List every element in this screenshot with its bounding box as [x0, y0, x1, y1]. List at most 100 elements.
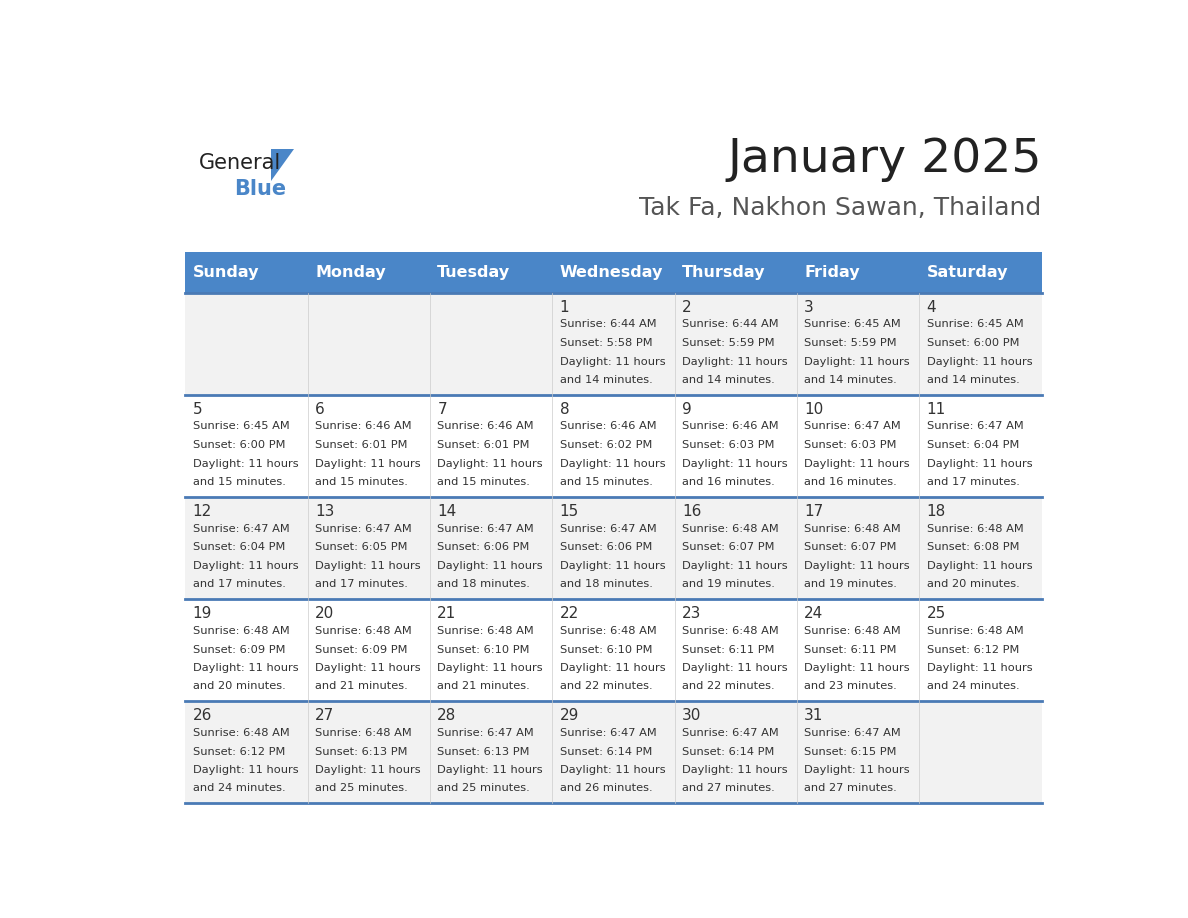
Text: Sunrise: 6:48 AM: Sunrise: 6:48 AM — [437, 626, 535, 635]
Text: Daylight: 11 hours: Daylight: 11 hours — [315, 766, 421, 776]
Text: Thursday: Thursday — [682, 264, 765, 279]
Text: and 19 minutes.: and 19 minutes. — [682, 579, 775, 589]
Text: Sunrise: 6:47 AM: Sunrise: 6:47 AM — [437, 728, 535, 738]
Text: Sunset: 6:00 PM: Sunset: 6:00 PM — [927, 339, 1019, 348]
Text: Sunrise: 6:48 AM: Sunrise: 6:48 AM — [315, 626, 412, 635]
Text: Daylight: 11 hours: Daylight: 11 hours — [804, 357, 910, 367]
Text: Sunset: 6:04 PM: Sunset: 6:04 PM — [192, 543, 285, 553]
Text: Sunset: 6:10 PM: Sunset: 6:10 PM — [437, 644, 530, 655]
Text: Sunset: 6:13 PM: Sunset: 6:13 PM — [437, 746, 530, 756]
Text: Tuesday: Tuesday — [437, 264, 511, 279]
Text: Sunrise: 6:47 AM: Sunrise: 6:47 AM — [927, 421, 1023, 431]
Text: 19: 19 — [192, 606, 213, 621]
Text: Sunrise: 6:44 AM: Sunrise: 6:44 AM — [682, 319, 778, 330]
Text: 17: 17 — [804, 504, 823, 519]
Text: Daylight: 11 hours: Daylight: 11 hours — [437, 459, 543, 469]
Text: Sunrise: 6:48 AM: Sunrise: 6:48 AM — [560, 626, 657, 635]
Text: 7: 7 — [437, 402, 447, 417]
Text: Daylight: 11 hours: Daylight: 11 hours — [804, 766, 910, 776]
Text: Sunrise: 6:44 AM: Sunrise: 6:44 AM — [560, 319, 656, 330]
Text: 6: 6 — [315, 402, 324, 417]
Text: 15: 15 — [560, 504, 579, 519]
Text: and 25 minutes.: and 25 minutes. — [315, 783, 407, 793]
Text: Sunrise: 6:45 AM: Sunrise: 6:45 AM — [804, 319, 901, 330]
Text: Sunset: 6:14 PM: Sunset: 6:14 PM — [682, 746, 775, 756]
Text: Sunset: 6:06 PM: Sunset: 6:06 PM — [437, 543, 530, 553]
Text: and 22 minutes.: and 22 minutes. — [682, 681, 775, 691]
Text: and 27 minutes.: and 27 minutes. — [804, 783, 897, 793]
Text: and 15 minutes.: and 15 minutes. — [437, 477, 530, 487]
Text: Sunrise: 6:46 AM: Sunrise: 6:46 AM — [682, 421, 778, 431]
Text: Sunrise: 6:48 AM: Sunrise: 6:48 AM — [804, 626, 901, 635]
Text: and 24 minutes.: and 24 minutes. — [192, 783, 285, 793]
Text: and 14 minutes.: and 14 minutes. — [682, 375, 775, 386]
Text: Sunset: 6:01 PM: Sunset: 6:01 PM — [315, 441, 407, 451]
Text: Sunset: 6:03 PM: Sunset: 6:03 PM — [804, 441, 897, 451]
Text: Sunset: 6:13 PM: Sunset: 6:13 PM — [315, 746, 407, 756]
Text: 3: 3 — [804, 299, 814, 315]
Text: Sunset: 5:59 PM: Sunset: 5:59 PM — [682, 339, 775, 348]
Text: 10: 10 — [804, 402, 823, 417]
Text: 14: 14 — [437, 504, 456, 519]
Text: Sunset: 6:10 PM: Sunset: 6:10 PM — [560, 644, 652, 655]
Text: 29: 29 — [560, 708, 579, 722]
Text: Daylight: 11 hours: Daylight: 11 hours — [682, 357, 788, 367]
Text: 27: 27 — [315, 708, 334, 722]
Text: Sunrise: 6:47 AM: Sunrise: 6:47 AM — [192, 523, 290, 533]
Text: Sunset: 6:07 PM: Sunset: 6:07 PM — [682, 543, 775, 553]
Text: Sunset: 6:05 PM: Sunset: 6:05 PM — [315, 543, 407, 553]
Text: Daylight: 11 hours: Daylight: 11 hours — [192, 561, 298, 571]
Text: 23: 23 — [682, 606, 701, 621]
Text: and 23 minutes.: and 23 minutes. — [804, 681, 897, 691]
Text: Sunset: 6:15 PM: Sunset: 6:15 PM — [804, 746, 897, 756]
Bar — [185, 599, 1042, 700]
Text: and 14 minutes.: and 14 minutes. — [560, 375, 652, 386]
Text: Daylight: 11 hours: Daylight: 11 hours — [927, 561, 1032, 571]
Text: Sunset: 6:00 PM: Sunset: 6:00 PM — [192, 441, 285, 451]
Text: Wednesday: Wednesday — [560, 264, 663, 279]
Text: Daylight: 11 hours: Daylight: 11 hours — [804, 561, 910, 571]
Text: and 14 minutes.: and 14 minutes. — [804, 375, 897, 386]
Text: Friday: Friday — [804, 264, 860, 279]
Text: Sunset: 5:59 PM: Sunset: 5:59 PM — [804, 339, 897, 348]
Text: Daylight: 11 hours: Daylight: 11 hours — [560, 357, 665, 367]
Text: and 15 minutes.: and 15 minutes. — [560, 477, 652, 487]
Text: and 17 minutes.: and 17 minutes. — [192, 579, 285, 589]
Text: Sunrise: 6:48 AM: Sunrise: 6:48 AM — [927, 626, 1023, 635]
Text: and 20 minutes.: and 20 minutes. — [927, 579, 1019, 589]
Text: and 22 minutes.: and 22 minutes. — [560, 681, 652, 691]
Text: Daylight: 11 hours: Daylight: 11 hours — [560, 766, 665, 776]
Text: Sunrise: 6:46 AM: Sunrise: 6:46 AM — [315, 421, 411, 431]
Text: and 25 minutes.: and 25 minutes. — [437, 783, 530, 793]
Text: Sunday: Sunday — [192, 264, 259, 279]
Text: and 27 minutes.: and 27 minutes. — [682, 783, 775, 793]
Text: Sunrise: 6:47 AM: Sunrise: 6:47 AM — [804, 728, 901, 738]
Text: 11: 11 — [927, 402, 946, 417]
Text: 30: 30 — [682, 708, 701, 722]
Text: and 17 minutes.: and 17 minutes. — [315, 579, 407, 589]
Text: Sunrise: 6:48 AM: Sunrise: 6:48 AM — [804, 523, 901, 533]
Bar — [185, 293, 1042, 395]
Text: 18: 18 — [927, 504, 946, 519]
Text: Daylight: 11 hours: Daylight: 11 hours — [682, 664, 788, 674]
Text: 22: 22 — [560, 606, 579, 621]
Text: Daylight: 11 hours: Daylight: 11 hours — [192, 459, 298, 469]
Text: 21: 21 — [437, 606, 456, 621]
Text: Daylight: 11 hours: Daylight: 11 hours — [315, 561, 421, 571]
Text: 25: 25 — [927, 606, 946, 621]
Text: Sunrise: 6:48 AM: Sunrise: 6:48 AM — [927, 523, 1023, 533]
Text: 12: 12 — [192, 504, 211, 519]
Text: Sunrise: 6:45 AM: Sunrise: 6:45 AM — [192, 421, 290, 431]
Text: Daylight: 11 hours: Daylight: 11 hours — [315, 664, 421, 674]
Text: and 18 minutes.: and 18 minutes. — [560, 579, 652, 589]
Text: and 16 minutes.: and 16 minutes. — [804, 477, 897, 487]
Text: and 14 minutes.: and 14 minutes. — [927, 375, 1019, 386]
Text: Daylight: 11 hours: Daylight: 11 hours — [682, 766, 788, 776]
Text: Sunrise: 6:45 AM: Sunrise: 6:45 AM — [927, 319, 1023, 330]
Text: Sunset: 6:12 PM: Sunset: 6:12 PM — [927, 644, 1019, 655]
Text: Sunrise: 6:46 AM: Sunrise: 6:46 AM — [437, 421, 533, 431]
Text: Sunrise: 6:46 AM: Sunrise: 6:46 AM — [560, 421, 656, 431]
Text: 1: 1 — [560, 299, 569, 315]
Text: 9: 9 — [682, 402, 691, 417]
Text: Sunset: 6:09 PM: Sunset: 6:09 PM — [315, 644, 407, 655]
